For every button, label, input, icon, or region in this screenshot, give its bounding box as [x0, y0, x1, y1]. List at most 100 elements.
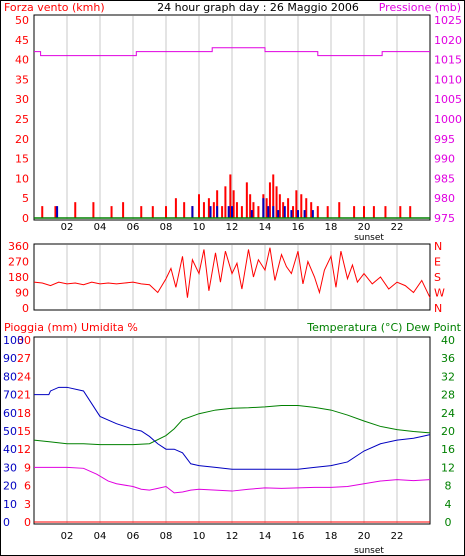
x-tick-08: 08	[160, 531, 173, 542]
pressure-tick-1005: 1005	[434, 93, 462, 106]
pressure-tick-985: 985	[434, 172, 455, 185]
wind-bar	[202, 202, 205, 218]
x-tick-04: 04	[94, 222, 107, 233]
wind-bar	[183, 202, 186, 218]
wind-bar	[399, 206, 402, 218]
temperature-line	[33, 405, 431, 446]
x-tick-20: 20	[358, 531, 371, 542]
wind-bar	[174, 198, 177, 218]
rain-tick-30: 30	[17, 334, 31, 347]
x-tick-06: 06	[127, 531, 140, 542]
pressure-tick-1020: 1020	[434, 34, 462, 47]
wind-tick-40: 40	[15, 54, 29, 67]
humidity-tick-0: 0	[3, 516, 10, 529]
gust-bar	[227, 206, 230, 218]
wind-tick-5: 5	[22, 192, 29, 205]
rain-tick-27: 27	[17, 352, 31, 365]
gust-bar	[272, 206, 275, 218]
x-tick-14: 14	[259, 531, 272, 542]
humidity-ticks: 0 10 20 30 40 50 60 70 80 90 100	[3, 334, 24, 529]
pressure-tick-995: 995	[434, 133, 455, 146]
pressure-axis-label: Pressione (mb)	[379, 1, 461, 14]
gust-bar	[250, 210, 253, 218]
wind-bar	[151, 206, 154, 218]
wind-bar	[409, 206, 412, 218]
temperature-tick-40: 40	[441, 334, 455, 347]
wind-bar	[282, 202, 285, 218]
x-tick-22: 22	[391, 531, 404, 542]
rain-tick-6: 6	[24, 480, 31, 493]
direction-tick-90: 90	[15, 287, 29, 300]
wind-direction-line	[33, 247, 431, 298]
rain-tick-12: 12	[17, 443, 31, 456]
wind-bar	[212, 202, 215, 218]
wind-bar	[216, 190, 219, 218]
x-tick-12: 12	[226, 531, 239, 542]
wind-bar	[384, 206, 387, 218]
wind-direction-marks	[33, 247, 431, 298]
temperature-tick-32: 32	[441, 370, 455, 383]
wind-bar	[207, 198, 210, 218]
wind-bar	[305, 198, 308, 218]
temperature-tick-4: 4	[445, 498, 452, 511]
wind-bar	[74, 202, 77, 218]
direction-tick-180: 180	[8, 271, 29, 284]
wind-pressure-marks	[34, 47, 430, 219]
gust-bar	[311, 210, 314, 218]
gust-bar	[216, 206, 219, 218]
graph-title: 24 hour graph day : 26 Maggio 2006	[157, 1, 359, 14]
x-tick-08: 08	[160, 222, 173, 233]
pressure-ticks: 975 980 985 990 995 1000 1005 1010 1015 1020 1025	[434, 14, 462, 225]
wind-bar	[41, 206, 44, 218]
x-tick-16: 16	[292, 222, 305, 233]
gust-bar	[209, 206, 212, 218]
wind-bar	[110, 206, 113, 218]
wind-bar	[224, 186, 227, 218]
wind-bar	[268, 182, 271, 218]
x-tick-02: 02	[61, 222, 74, 233]
pressure-tick-990: 990	[434, 153, 455, 166]
wind-bar	[249, 194, 252, 218]
gust-bar	[231, 206, 233, 218]
rain-tick-21: 21	[17, 389, 31, 402]
pressure-tick-1010: 1010	[434, 73, 462, 86]
pressure-tick-975: 975	[434, 212, 455, 225]
climate-time-ticks: 02 04 06 08 10 12 14 16 18 20 22	[61, 531, 404, 542]
x-tick-18: 18	[325, 531, 338, 542]
wind-bar	[198, 194, 200, 218]
pressure-tick-1015: 1015	[434, 54, 462, 67]
direction-degree-ticks: 0 90 180 270 360	[8, 240, 29, 315]
temperature-tick-28: 28	[441, 389, 455, 402]
compass-W-3: W	[434, 287, 445, 300]
x-tick-12: 12	[226, 222, 239, 233]
pressure-tick-1025: 1025	[434, 14, 462, 27]
x-tick-04: 04	[94, 531, 107, 542]
wind-tick-50: 50	[15, 14, 29, 27]
wind-bar	[257, 206, 260, 218]
temperature-tick-20: 20	[441, 425, 455, 438]
wind-bar	[338, 202, 341, 218]
gust-bar	[283, 206, 286, 218]
wind-tick-15: 15	[15, 153, 29, 166]
rain-tick-0: 0	[24, 516, 31, 529]
rain-tick-3: 3	[24, 498, 31, 511]
humidity-tick-50: 50	[3, 425, 17, 438]
temperature-tick-8: 8	[445, 480, 452, 493]
humidity-tick-40: 40	[3, 443, 17, 456]
wind-bar	[278, 194, 281, 218]
x-tick-18: 18	[325, 222, 338, 233]
wind-bar	[92, 202, 95, 218]
wind-bar	[310, 202, 313, 218]
temperature-tick-36: 36	[441, 352, 455, 365]
wind-speed-axis-label: Forza vento (kmh)	[4, 1, 105, 14]
wind-bar	[363, 206, 365, 218]
wind-bar	[229, 174, 232, 218]
wind-grid	[66, 16, 398, 219]
rain-tick-9: 9	[24, 461, 31, 474]
compass-N-0: N	[434, 240, 442, 253]
rain-tick-18: 18	[17, 407, 31, 420]
pressure-tick-1000: 1000	[434, 113, 462, 126]
wind-bar	[221, 206, 224, 218]
wind-bar	[326, 206, 329, 218]
wind-speed-ticks: 0 5 10 15 20 25 30 35 40 45 50	[15, 14, 29, 225]
